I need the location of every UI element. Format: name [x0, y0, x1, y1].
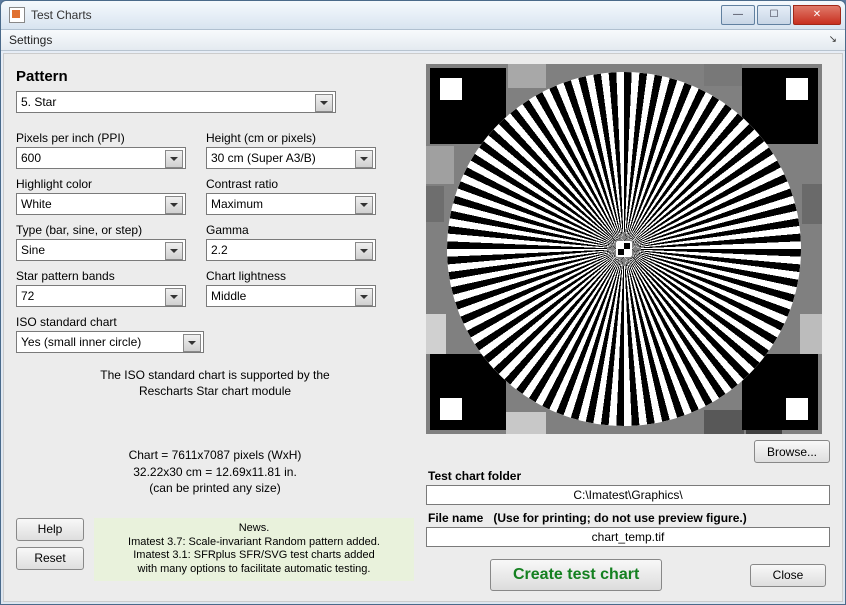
left-panel: Pattern 5. Star Pixels per inch (PPI) 60…	[16, 64, 414, 591]
window-title: Test Charts	[31, 8, 92, 22]
preview-gray-block	[508, 64, 546, 88]
close-button[interactable]: Close	[750, 564, 826, 587]
preview-gray-block	[704, 64, 742, 86]
menubar-overflow-icon[interactable]: ↘	[829, 34, 837, 45]
preview-gray-block	[704, 410, 744, 434]
preview-gray-block	[426, 186, 444, 222]
right-panel: Browse... Test chart folder C:\Imatest\G…	[426, 64, 830, 591]
titlebar: Test Charts — ☐ ✕	[1, 1, 845, 30]
contrast-label: Contrast ratio	[206, 177, 376, 191]
support-note: The ISO standard chart is supported by t…	[16, 367, 414, 399]
help-button[interactable]: Help	[16, 518, 84, 541]
window-frame: Test Charts — ☐ ✕ Settings ↘ Pattern 5. …	[0, 0, 846, 605]
create-chart-button[interactable]: Create test chart	[490, 559, 662, 591]
chart-size-info: Chart = 7611x7087 pixels (WxH) 32.22x30 …	[16, 447, 414, 496]
highlight-label: Highlight color	[16, 177, 186, 191]
contrast-select[interactable]: Maximum	[206, 193, 376, 215]
height-label: Height (cm or pixels)	[206, 131, 376, 145]
highlight-select[interactable]: White	[16, 193, 186, 215]
ppi-select[interactable]: 600	[16, 147, 186, 169]
browse-button[interactable]: Browse...	[754, 440, 830, 463]
gamma-select[interactable]: 2.2	[206, 239, 376, 261]
lightness-label: Chart lightness	[206, 269, 376, 283]
reset-button[interactable]: Reset	[16, 547, 84, 570]
iso-label: ISO standard chart	[16, 315, 186, 329]
preview-gray-block	[426, 146, 454, 184]
news-panel: News. Imatest 3.7: Scale-invariant Rando…	[94, 518, 414, 581]
maximize-button[interactable]: ☐	[757, 5, 791, 25]
pattern-value: 5. Star	[21, 95, 56, 109]
star-chart-circle	[447, 72, 801, 426]
client-area: Pattern 5. Star Pixels per inch (PPI) 60…	[3, 53, 843, 602]
preview-gray-block	[426, 314, 446, 354]
preview-gray-block	[506, 412, 546, 434]
iso-select[interactable]: Yes (small inner circle)	[16, 331, 204, 353]
lightness-select[interactable]: Middle	[206, 285, 376, 307]
menubar: Settings ↘	[1, 30, 845, 51]
filename-hint: (Use for printing; do not use preview fi…	[493, 511, 746, 525]
type-label: Type (bar, sine, or step)	[16, 223, 186, 237]
menu-settings[interactable]: Settings	[9, 33, 52, 47]
preview-gray-block	[802, 184, 822, 224]
folder-field[interactable]: C:\Imatest\Graphics\	[426, 485, 830, 505]
filename-field[interactable]: chart_temp.tif	[426, 527, 830, 547]
minimize-button[interactable]: —	[721, 5, 755, 25]
bands-select[interactable]: 72	[16, 285, 186, 307]
type-select[interactable]: Sine	[16, 239, 186, 261]
filename-label: File name	[428, 511, 483, 525]
close-window-button[interactable]: ✕	[793, 5, 841, 25]
app-icon	[9, 7, 25, 23]
pattern-heading: Pattern	[16, 68, 414, 85]
bands-label: Star pattern bands	[16, 269, 186, 283]
chart-preview	[426, 64, 822, 434]
folder-label: Test chart folder	[428, 469, 521, 483]
pattern-select[interactable]: 5. Star	[16, 91, 336, 113]
ppi-label: Pixels per inch (PPI)	[16, 131, 186, 145]
height-select[interactable]: 30 cm (Super A3/B)	[206, 147, 376, 169]
gamma-label: Gamma	[206, 223, 376, 237]
preview-gray-block	[800, 314, 822, 354]
